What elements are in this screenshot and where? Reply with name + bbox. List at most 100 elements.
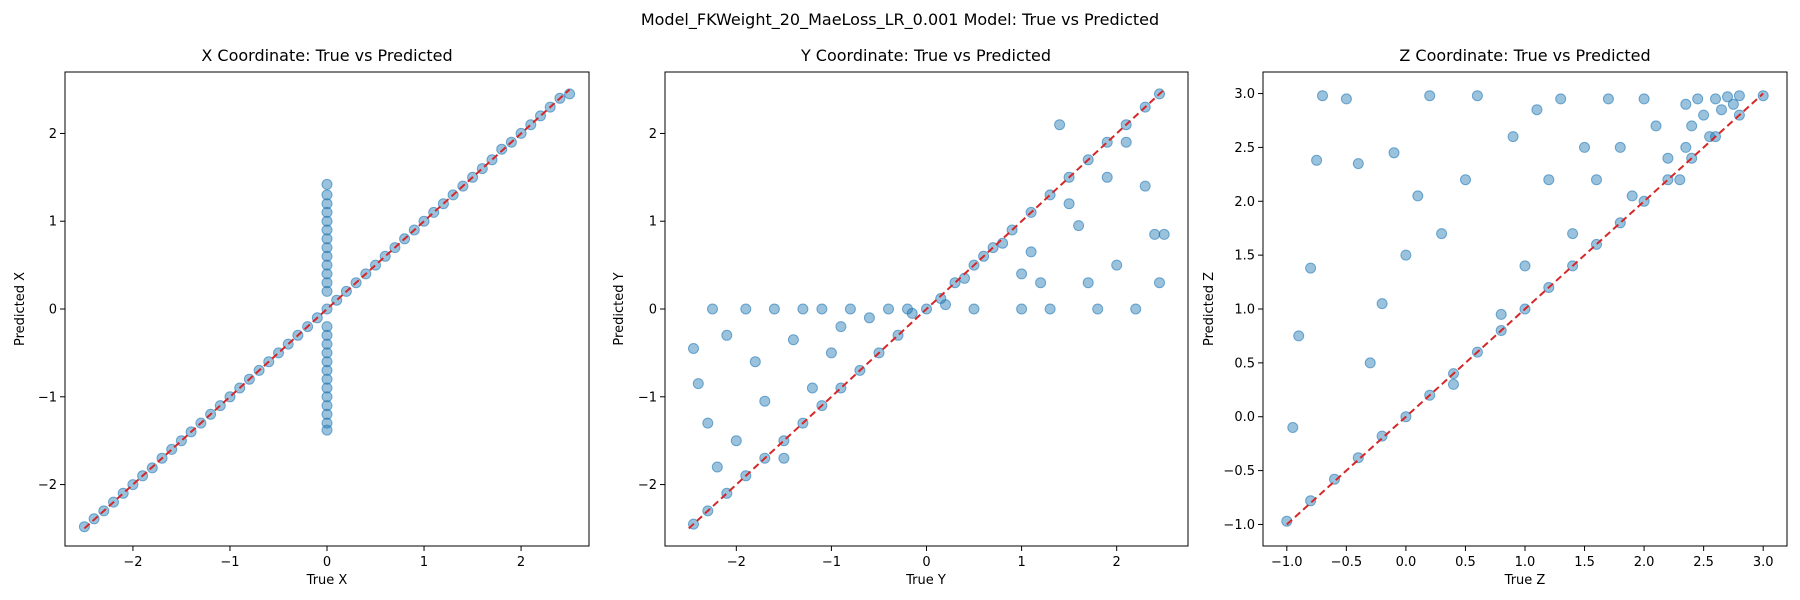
z-panel-ytick-label-4: 1.0 <box>1234 303 1255 318</box>
z-panel-point-0-1 <box>1305 495 1317 507</box>
x-panel-ytick-label-2: 0 <box>49 303 57 318</box>
y-panel-ytick-label-1: −1 <box>638 390 657 405</box>
x-panel-point-0-60 <box>321 259 333 271</box>
y-panel-point-0-42 <box>816 303 828 315</box>
z-panel-ytick-label-1: −0.5 <box>1223 464 1255 479</box>
z-panel-point-0-33 <box>1287 422 1299 433</box>
z-panel-ytick-label-7: 2.5 <box>1234 141 1255 156</box>
z-panel-point-0-4 <box>1376 430 1388 442</box>
y-panel-point-0-68 <box>1139 180 1151 192</box>
y-panel-point-0-56 <box>1025 246 1037 258</box>
z-panel-xlabel: True Z <box>1504 573 1546 588</box>
z-panel-point-0-64 <box>1662 152 1674 164</box>
z-panel-point-0-34 <box>1293 330 1305 342</box>
y-panel-frame <box>664 71 1189 547</box>
x-panel-point-0-57 <box>321 233 333 245</box>
z-panel-point-0-50 <box>1495 308 1507 320</box>
y-panel-xtick-label-1: −1 <box>822 555 841 570</box>
z-panel-point-0-27 <box>1716 104 1727 116</box>
z-panel-point-0-35 <box>1305 262 1317 274</box>
y-panel-reference-line-path <box>688 88 1165 530</box>
z-panel-point-0-22 <box>1686 120 1698 132</box>
z-panel-point-0-29 <box>1727 98 1739 110</box>
z-panel-point-0-61 <box>1626 190 1638 202</box>
y-coordinate-panel: Y Coordinate: True vs Predicted True Y P… <box>612 46 1189 588</box>
x-panel-reference-line <box>83 88 571 530</box>
z-panel-point-0-28 <box>1722 91 1733 103</box>
y-panel-point-0-60 <box>1063 198 1075 210</box>
y-panel-point-0-69 <box>1149 228 1161 240</box>
y-panel-point-0-35 <box>749 356 761 368</box>
z-panel-point-0-62 <box>1638 93 1650 105</box>
y-panel-point-0-61 <box>1073 220 1085 232</box>
z-panel-xtick-label-5: 1.5 <box>1574 555 1595 570</box>
z-panel-point-0-59 <box>1602 93 1614 105</box>
z-panel-point-0-36 <box>1311 154 1323 166</box>
z-panel-ytick-label-6: 2.0 <box>1234 195 1255 210</box>
z-panel-point-0-54 <box>1543 174 1555 186</box>
y-panel-point-0-29 <box>702 417 714 429</box>
z-panel-point-0-21 <box>1680 98 1692 110</box>
x-panel-xtick-label-4: 2 <box>517 555 525 570</box>
x-panel-ylabel: Predicted X <box>13 272 28 346</box>
y-panel-xtick-label-3: 1 <box>1017 555 1025 570</box>
y-panel-point-0-48 <box>902 303 913 315</box>
y-panel-point-0-46 <box>863 312 875 324</box>
z-panel-point-0-60 <box>1614 141 1626 153</box>
z-panel-ytick-label-5: 1.5 <box>1234 249 1255 264</box>
x-panel-point-0-72 <box>321 391 333 403</box>
x-panel-point-0-73 <box>321 400 333 412</box>
y-panel-point-0-31 <box>711 461 723 473</box>
y-panel-point-0-45 <box>844 303 856 315</box>
x-panel-point-0-61 <box>321 268 333 280</box>
z-panel-point-0-46 <box>1436 228 1448 240</box>
y-panel-point-0-62 <box>1082 277 1094 289</box>
y-panel-point-0-59 <box>1054 119 1066 131</box>
x-panel-point-0-66 <box>321 338 333 350</box>
x-panel-point-0-53 <box>321 198 333 210</box>
y-panel-point-0-57 <box>1035 277 1047 289</box>
z-panel-ytick-label-3: 0.5 <box>1234 356 1255 371</box>
z-panel-point-0-55 <box>1555 93 1567 105</box>
y-panel-points <box>688 88 1170 530</box>
x-panel-point-0-65 <box>321 329 333 341</box>
z-panel-point-0-41 <box>1376 298 1388 310</box>
z-panel-point-0-42 <box>1388 147 1400 159</box>
x-panel-point-0-76 <box>321 424 333 436</box>
z-panel-point-0-47 <box>1448 378 1459 390</box>
y-panel-ytick-label-2: 0 <box>649 303 657 318</box>
x-panel-point-0-68 <box>321 356 333 368</box>
z-panel-point-0-31 <box>1680 141 1692 153</box>
y-panel-title: Y Coordinate: True vs Predicted <box>800 46 1051 65</box>
x-panel-point-0-70 <box>321 373 333 385</box>
y-panel-point-0-41 <box>806 382 818 394</box>
z-panel-reference-line <box>1286 92 1764 526</box>
z-panel-point-0-37 <box>1317 90 1328 102</box>
x-panel-ticks: −2 −1 0 1 2 −2 −1 0 1 2 <box>38 127 525 570</box>
y-panel-ytick-label-0: −2 <box>638 478 657 493</box>
x-coordinate-panel: X Coordinate: True vs Predicted True X P… <box>13 46 590 588</box>
z-panel-reference-line-path <box>1286 92 1764 526</box>
y-panel-point-0-34 <box>740 303 752 315</box>
y-panel-point-0-40 <box>797 303 809 315</box>
y-panel-xtick-label-0: −2 <box>727 555 746 570</box>
y-panel-point-0-70 <box>1154 277 1165 289</box>
z-panel-point-0-56 <box>1567 228 1579 240</box>
z-panel-xtick-label-1: −0.5 <box>1331 555 1363 570</box>
z-panel-point-0-40 <box>1364 357 1376 369</box>
y-panel-point-0-28 <box>692 378 704 390</box>
z-panel-point-0-48 <box>1460 174 1471 186</box>
z-panel-point-0-51 <box>1507 131 1519 143</box>
z-panel-point-0-53 <box>1531 104 1543 116</box>
z-panel-ytick-label-8: 3.0 <box>1234 87 1255 102</box>
x-panel-xtick-label-3: 1 <box>420 555 428 570</box>
x-panel-point-0-74 <box>321 408 333 420</box>
z-panel-point-0-49 <box>1471 90 1483 102</box>
x-panel-point-0-63 <box>321 285 333 297</box>
x-panel-ytick-label-3: 1 <box>49 215 57 230</box>
x-panel-ytick-label-4: 2 <box>49 127 57 142</box>
x-panel-point-0-54 <box>321 206 333 218</box>
z-coordinate-panel: Z Coordinate: True vs Predicted True Z P… <box>1202 46 1788 588</box>
z-panel-xtick-label-2: 0.0 <box>1396 555 1417 570</box>
